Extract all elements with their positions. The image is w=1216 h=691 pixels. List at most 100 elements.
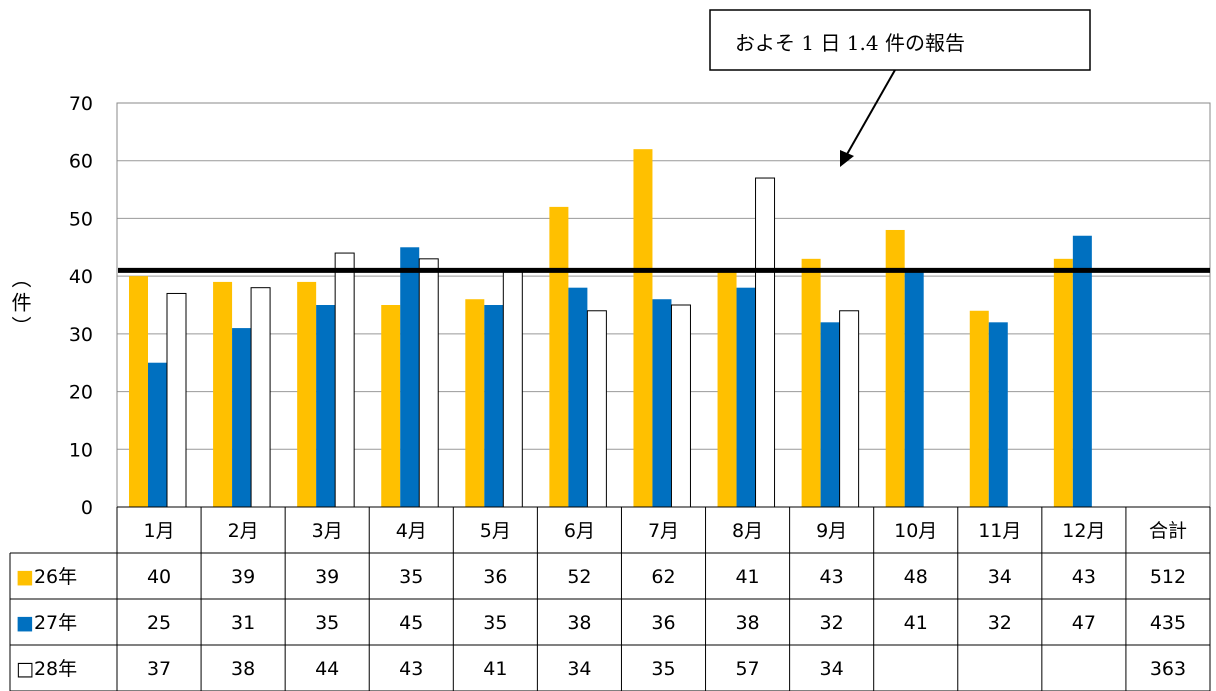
- bar-27年-10月: [904, 270, 924, 507]
- data-label: 57: [735, 658, 759, 680]
- x-tick-label: 11月: [978, 520, 1021, 542]
- bars: [129, 149, 1092, 508]
- bar-28年-8月: [755, 177, 776, 508]
- data-label: 31: [231, 612, 255, 634]
- legend-label: 27年: [34, 612, 77, 634]
- data-label: 41: [483, 658, 507, 680]
- x-tick-label: 7月: [648, 520, 679, 542]
- data-label: 38: [735, 612, 759, 634]
- legend-marker: □: [16, 658, 34, 680]
- y-tick-label: 50: [69, 208, 93, 230]
- data-label: 38: [231, 658, 255, 680]
- data-label: 43: [399, 658, 423, 680]
- x-tick-label: 5月: [480, 520, 511, 542]
- annotation-arrow: [845, 69, 896, 157]
- x-tick-label: 2月: [228, 520, 259, 542]
- data-label: 34: [820, 658, 844, 680]
- y-tick-label: 40: [69, 266, 93, 288]
- total-value: 435: [1150, 612, 1186, 634]
- annotation-text: およそ 1 日 1.4 件の報告: [735, 31, 965, 55]
- bar-28年-9月: [839, 310, 860, 508]
- data-label: 32: [988, 612, 1012, 634]
- bar-26年-8月: [717, 270, 737, 507]
- data-label: 35: [399, 566, 423, 588]
- x-tick-label: 12月: [1062, 520, 1105, 542]
- x-tick-label: 1月: [143, 520, 174, 542]
- y-tick-label: 20: [69, 382, 93, 404]
- bar-26年-3月: [297, 281, 317, 507]
- annotation: およそ 1 日 1.4 件の報告: [709, 9, 1091, 167]
- data-label: 43: [820, 566, 844, 588]
- bar-28年-7月: [670, 304, 691, 508]
- data-label: 36: [483, 566, 507, 588]
- data-label: 39: [315, 566, 339, 588]
- bar-27年-7月: [652, 299, 672, 507]
- bar-26年-12月: [1053, 258, 1073, 507]
- legend-marker: ■: [16, 612, 34, 634]
- x-tick-label: 9月: [816, 520, 847, 542]
- legend-entry-27年: ■27年: [16, 612, 77, 634]
- annotation-box: [709, 9, 1091, 71]
- y-axis-label: （件）: [8, 268, 32, 336]
- bar-26年-7月: [633, 149, 653, 507]
- y-tick-labels: 0 10 20 30 40 50 60 70: [69, 93, 93, 519]
- legend-marker: ■: [16, 566, 34, 588]
- data-label: 43: [1072, 566, 1096, 588]
- bar-27年-11月: [988, 322, 1008, 507]
- bar-27年-8月: [736, 287, 756, 507]
- data-label: 35: [483, 612, 507, 634]
- data-label: 35: [315, 612, 339, 634]
- data-label: 32: [820, 612, 844, 634]
- data-label: 41: [735, 566, 759, 588]
- data-table: 1月 2月 3月 4月 5月 6月 7月 8月 9月 10月 11月 12月 合計■26年 40 39 39 3…: [9, 506, 1211, 691]
- bar-26年-11月: [969, 310, 989, 507]
- total-value: 363: [1150, 658, 1186, 680]
- bar-27年-3月: [316, 305, 336, 507]
- data-label: 41: [904, 612, 928, 634]
- y-tick-label: 70: [69, 93, 93, 115]
- bar-27年-6月: [568, 287, 588, 507]
- x-tick-label: 3月: [312, 520, 343, 542]
- bar-26年-1月: [129, 276, 148, 507]
- x-tick-label: 6月: [564, 520, 595, 542]
- data-label: 25: [147, 612, 171, 634]
- total-value: 512: [1150, 566, 1186, 588]
- x-tick-label: 8月: [732, 520, 763, 542]
- bar-28年-4月: [418, 258, 439, 508]
- legend-label: 26年: [34, 566, 77, 588]
- legend-entry-28年: □28年: [16, 658, 77, 680]
- bar-26年-9月: [801, 258, 821, 507]
- total-header: 合計: [1149, 520, 1187, 542]
- data-label: 52: [567, 566, 591, 588]
- legend-label: 28年: [34, 658, 77, 680]
- bar-28年-5月: [502, 269, 523, 508]
- bar-26年-5月: [465, 299, 485, 507]
- data-label: 47: [1072, 612, 1096, 634]
- bar-27年-9月: [820, 322, 840, 507]
- data-label: 36: [651, 612, 675, 634]
- data-label: 40: [147, 566, 171, 588]
- bar-26年-4月: [381, 305, 401, 507]
- y-tick-label: 10: [69, 439, 93, 461]
- bar-26年-10月: [885, 229, 905, 507]
- y-tick-label: 0: [81, 497, 93, 519]
- data-label: 34: [567, 658, 591, 680]
- data-label: 38: [567, 612, 591, 634]
- bar-27年-12月: [1072, 235, 1092, 507]
- y-tick-label: 30: [69, 324, 93, 346]
- data-label: 39: [231, 566, 255, 588]
- data-label: 37: [147, 658, 171, 680]
- legend-entry-26年: ■26年: [16, 566, 77, 588]
- bar-27年-1月: [148, 362, 167, 507]
- bar-27年-2月: [232, 328, 252, 507]
- bar-26年-2月: [213, 281, 233, 507]
- bar-26年-6月: [549, 206, 569, 507]
- x-tick-label: 4月: [396, 520, 427, 542]
- data-label: 45: [399, 612, 423, 634]
- data-label: 35: [651, 658, 675, 680]
- bar-28年-6月: [586, 310, 607, 508]
- y-tick-label: 60: [69, 151, 93, 173]
- bar-28年-2月: [250, 287, 271, 508]
- bar-27年-4月: [400, 247, 420, 508]
